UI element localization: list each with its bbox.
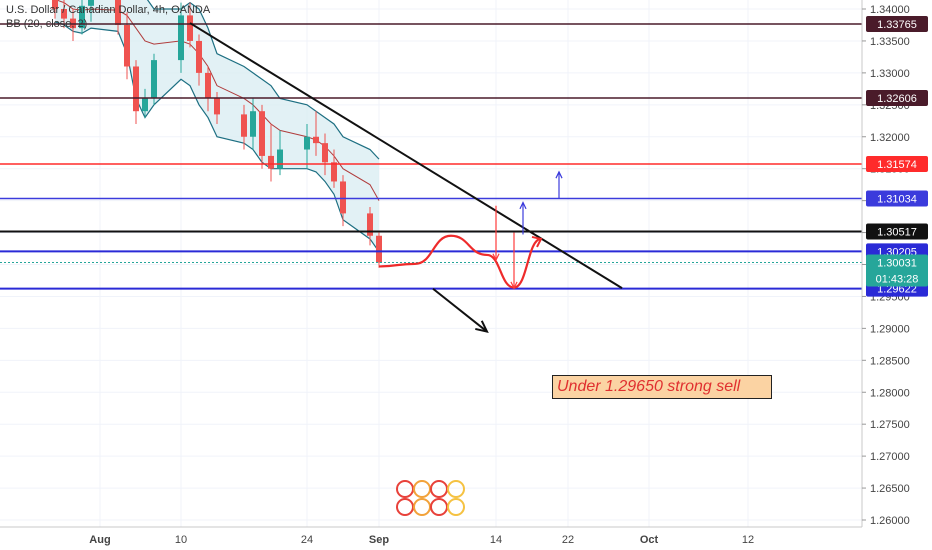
candle-body	[52, 0, 58, 10]
candle-body	[79, 5, 85, 29]
candle-body	[367, 213, 373, 236]
price-badges: 1.337651.326061.315741.310341.305171.302…	[866, 16, 928, 297]
sell-annotation[interactable]: Under 1.29650 strong sell	[552, 375, 772, 399]
last-price-badge	[866, 254, 928, 287]
trendline-group[interactable]	[189, 22, 623, 289]
candle-body	[340, 181, 346, 214]
price-tick-label: 1.32000	[870, 132, 910, 144]
price-tick-label: 1.28500	[870, 355, 910, 367]
price-tick-label: 1.26000	[870, 515, 910, 527]
price-tick-label: 1.27000	[870, 451, 910, 463]
candle-body	[142, 98, 148, 112]
candle-body	[88, 0, 94, 6]
candle-body	[268, 155, 274, 169]
author-logo	[396, 480, 465, 516]
projected-path-arrowhead	[531, 235, 543, 248]
trendline[interactable]	[189, 22, 623, 289]
arrow-head	[475, 320, 489, 333]
candle-body	[313, 136, 319, 144]
logo-ring	[447, 498, 465, 516]
candle-body	[115, 0, 121, 25]
last-price-label: 1.30031	[877, 258, 917, 270]
candle-body	[376, 235, 382, 263]
time-tick-label: 24	[301, 534, 313, 546]
level-badge-label: 1.30517	[877, 226, 917, 238]
candle-body	[196, 40, 202, 73]
candle-body	[124, 24, 130, 67]
level-badge	[866, 223, 928, 240]
time-axis-background	[0, 527, 932, 550]
level-badge-label: 1.32606	[877, 93, 917, 105]
projection-group[interactable]	[378, 170, 563, 333]
arrow-shaft[interactable]	[432, 287, 488, 333]
candle-body	[250, 111, 256, 137]
candle-body	[304, 136, 310, 150]
chart-grid	[0, 0, 862, 527]
price-tick-label: 1.29000	[870, 323, 910, 335]
price-tick-label: 1.27500	[870, 419, 910, 431]
candle-body	[133, 66, 139, 112]
candle-body	[241, 114, 247, 137]
bollinger-fill	[55, 0, 379, 252]
level-badge-label: 1.33765	[877, 19, 917, 31]
time-axis[interactable]: Aug 10 24 Sep 14 22 Oct 12	[89, 534, 754, 546]
price-tick-label: 1.26500	[870, 483, 910, 495]
candle-body	[259, 111, 265, 156]
candle-body	[214, 98, 220, 115]
time-tick-label: Oct	[640, 534, 659, 546]
projected-path[interactable]	[378, 234, 542, 289]
candle-body	[331, 162, 337, 182]
bollinger-upper-line	[146, 0, 380, 160]
level-badge-label: 1.31574	[877, 159, 917, 171]
price-tick-label: 1.33000	[870, 68, 910, 80]
time-tick-label: Sep	[369, 534, 389, 546]
level-badge-label: 1.29622	[877, 284, 917, 296]
candle-body	[322, 143, 328, 163]
price-tick-label: 1.33500	[870, 36, 910, 48]
indicator-legend: BB (20, close, 2)	[6, 18, 88, 30]
candlesticks	[52, 0, 382, 268]
logo-ring	[413, 498, 431, 516]
time-tick-label: 10	[175, 534, 187, 546]
time-tick-label: 12	[742, 534, 754, 546]
bollinger-bands	[54, 0, 380, 253]
logo-ring	[396, 498, 414, 516]
candle-body	[178, 15, 184, 61]
countdown-label: 01:43:28	[876, 274, 919, 286]
arrow-head	[555, 170, 563, 179]
logo-ring	[430, 498, 448, 516]
level-badge	[866, 90, 928, 107]
time-tick-label: 22	[562, 534, 574, 546]
arrow-head	[510, 281, 518, 290]
arrow-head	[519, 201, 527, 210]
price-tick-label: 1.34000	[870, 4, 910, 16]
time-tick-label: 14	[490, 534, 502, 546]
bollinger-lower-line	[54, 21, 380, 253]
level-badge	[866, 155, 928, 172]
logo-ring	[447, 480, 465, 498]
candle-body	[205, 72, 211, 99]
time-tick-label: Aug	[89, 534, 110, 546]
logo-ring	[430, 480, 448, 498]
logo-ring	[413, 480, 431, 498]
horizontal-levels[interactable]	[0, 23, 862, 290]
price-tick-label: 1.28000	[870, 387, 910, 399]
level-badge	[866, 16, 928, 33]
candle-body	[61, 9, 67, 19]
level-badge-label: 1.31034	[877, 193, 917, 205]
candle-body	[151, 60, 157, 99]
level-badge	[866, 190, 928, 207]
logo-ring	[396, 480, 414, 498]
candle-body	[277, 149, 283, 169]
candle-body	[187, 15, 193, 41]
chart-header: U.S. Dollar / Canadian Dollar, 4h, OANDA…	[6, 3, 210, 31]
symbol-title: U.S. Dollar / Canadian Dollar, 4h, OANDA	[6, 4, 211, 16]
arrow-head	[492, 253, 500, 262]
